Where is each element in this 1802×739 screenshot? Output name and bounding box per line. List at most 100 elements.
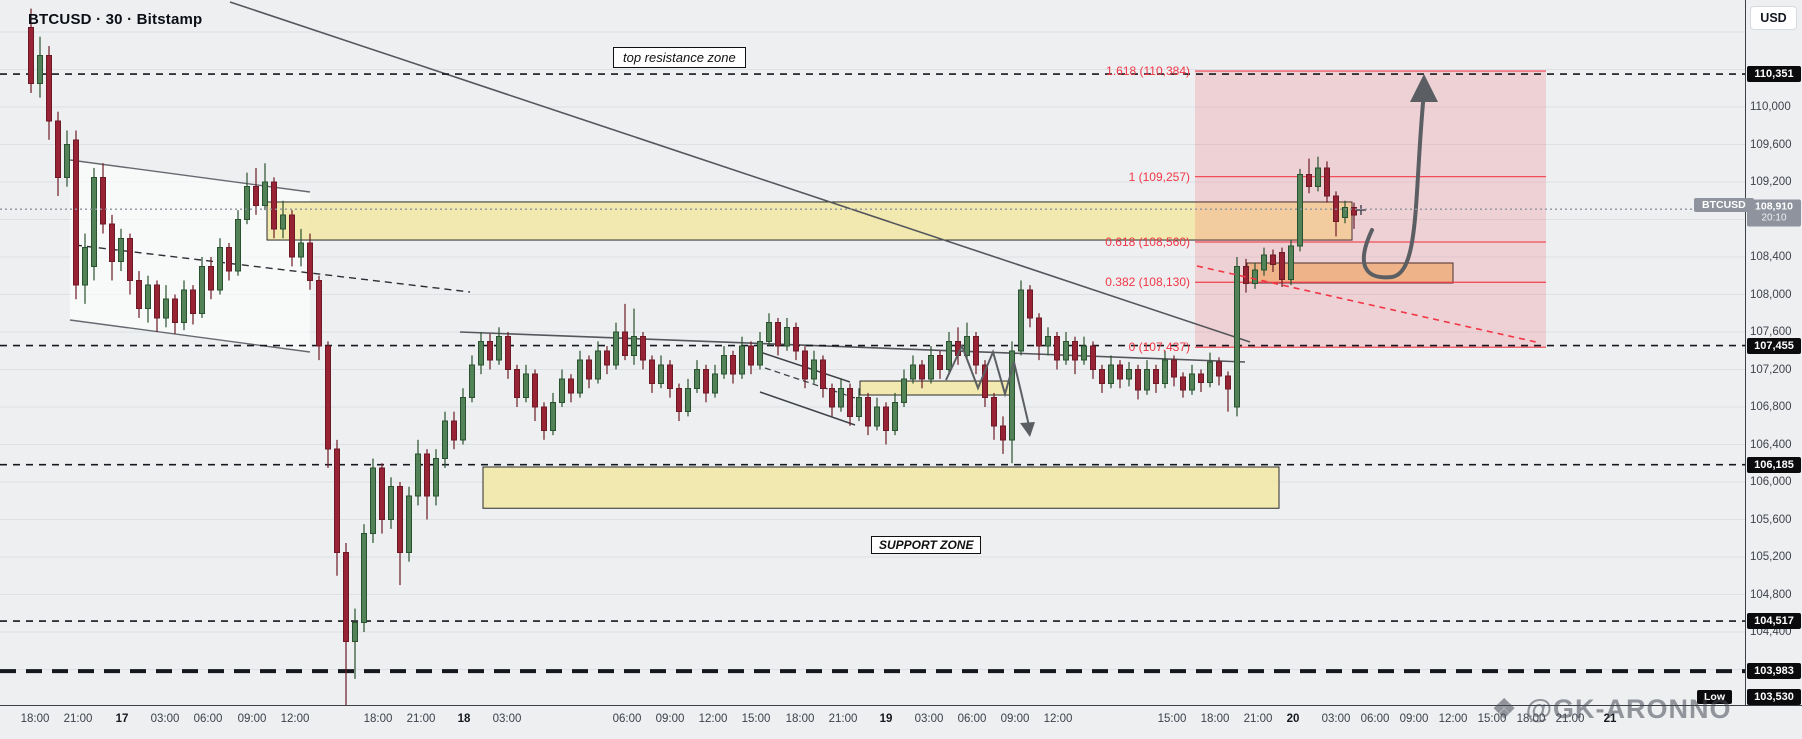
candle-body [1018,289,1024,352]
fib-label-110384[interactable]: 1.618 (110,384) [1106,64,1190,78]
chart-plot-area[interactable] [0,0,1745,705]
candle-body [1234,265,1240,408]
candle-body [1072,340,1078,361]
fib-label-109257[interactable]: 1 (109,257) [1128,169,1190,184]
time-tick-day: 21 [1603,713,1617,725]
candle-body [100,176,106,225]
symbol-badge: BTCUSD [1694,198,1754,213]
candle-body [370,467,376,535]
price-axis[interactable]: 110,000 109,600 109,200 108,400 108,000 107,6… [1694,0,1802,705]
price-tick: 106,000 [1750,476,1792,488]
price-level-badge: 103,530 [1747,689,1801,705]
time-tick: 09:00 [1000,713,1030,725]
candle-body [1279,251,1285,280]
price-tick: 107,600 [1750,326,1792,338]
time-tick: 15:00 [1157,713,1187,725]
candle-body [1342,206,1348,219]
channel-mid-dashed[interactable] [74,244,471,293]
time-tick: 21:00 [63,713,93,725]
time-tick: 21:00 [828,713,858,725]
candle-body [1261,254,1267,271]
channel-line-bottom[interactable] [69,319,311,353]
candle-body [496,336,502,361]
candle-body [982,364,988,399]
candle-body [163,298,169,319]
candle-body [865,397,871,427]
price-tick: 106,400 [1750,438,1792,451]
candle-body [1216,361,1222,377]
candle-body [721,354,727,375]
candle-body [964,336,970,356]
support-zone-label[interactable]: SUPPORT ZONE [871,536,982,554]
candle-body [802,350,808,380]
candle-body [262,181,268,206]
candle-body [919,364,925,380]
candle-body [1315,167,1321,188]
time-tick: 09:00 [237,713,267,725]
candle-body [388,486,394,520]
zigzag-annotation[interactable] [945,343,1031,431]
candle-body [64,144,70,178]
candle-body [289,214,295,258]
price-tick: 104,800 [1750,588,1792,601]
flag-mid-dashed[interactable] [764,367,856,399]
candle-body [298,242,304,258]
time-tick: 09:00 [655,713,685,725]
candle-body [1198,373,1204,384]
time-tick: 15:00 [741,713,771,725]
fib-label-108560[interactable]: 0.618 (108,560) [1105,235,1190,249]
candle-body [1063,340,1069,361]
candle-body [307,242,313,281]
price-tick: 109,200 [1750,176,1792,188]
time-tick: 21:00 [1555,713,1585,725]
time-tick: 06:00 [193,713,223,725]
currency-toggle-button[interactable]: USD [1750,6,1797,30]
support-zone-box[interactable] [482,466,1280,509]
candle-body [1081,345,1087,361]
top-resistance-zone-label[interactable]: top resistance zone [613,47,746,68]
candle-body [442,420,448,460]
candle-body [793,326,799,352]
candle-body [397,486,403,553]
candle-body [1135,369,1141,391]
zigzag-arrowhead[interactable] [1020,422,1035,437]
candle-body [730,354,736,375]
curved-up-arrowhead[interactable] [1410,74,1438,102]
candle-body [757,340,763,366]
projection-dashed-line[interactable] [1196,265,1537,343]
main-downtrend[interactable] [229,1,1251,343]
candle-body [244,186,250,220]
fib-label-107437[interactable]: 0 (107,437) [1128,340,1190,355]
candle-body [739,345,745,375]
candle-body [640,336,646,361]
candle-body [658,364,664,385]
candle-body [1180,376,1186,391]
secondary-downtrend[interactable] [459,331,1246,363]
time-axis-separator [0,705,1802,706]
time-tick: 15:00 [1477,713,1507,725]
time-axis[interactable]: 18:00 21:00 17 03:00 06:00 09:00 12:00 18:00 21:… [0,706,1802,739]
time-tick: 06:00 [1360,713,1390,725]
top-resistance-zone-box[interactable] [266,201,1353,241]
candle-body [613,331,619,366]
flag-line-bottom[interactable] [759,391,856,426]
current-price-badge: 108,910 20:10 [1747,199,1801,227]
candle-body [1108,364,1114,385]
candle-body [145,284,151,310]
candle-body [1045,336,1051,347]
candle-body [928,354,934,380]
candle-body [199,265,205,314]
candle-body [415,453,421,497]
curved-up-arrow[interactable] [1361,90,1426,280]
candle-body [316,279,322,347]
channel-line-top[interactable] [69,159,311,193]
candle-body [1243,265,1249,284]
candle-body [334,448,340,553]
time-tick: 12:00 [1438,713,1468,725]
time-tick-day: 17 [115,713,129,725]
fib-label-108130[interactable]: 0.382 (108,130) [1105,275,1190,290]
time-tick: 18:00 [20,713,50,725]
candle-body [73,139,79,286]
candle-body [820,359,826,389]
candle-body [361,533,367,624]
